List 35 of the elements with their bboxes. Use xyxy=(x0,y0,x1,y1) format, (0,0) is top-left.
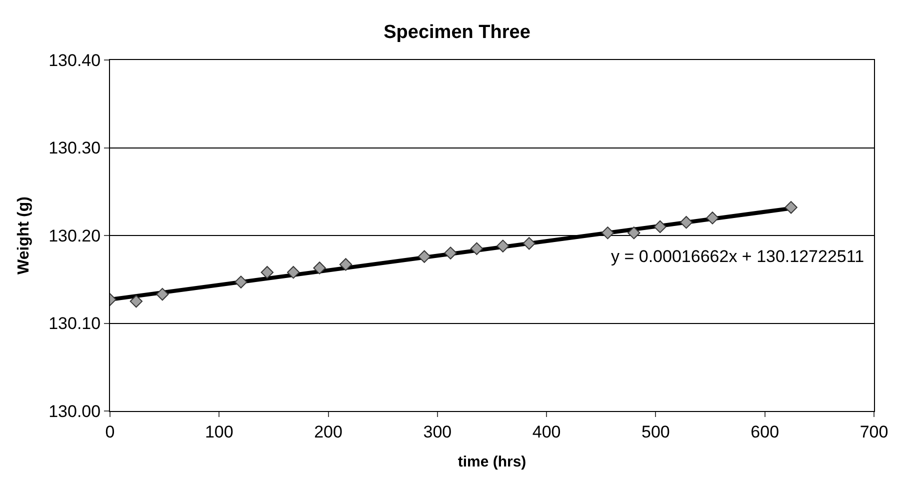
x-tick-label: 0 xyxy=(105,422,115,442)
x-tick-label: 100 xyxy=(204,422,234,442)
annotation: y = 0.00016662x + 130.12722511 xyxy=(611,247,864,266)
x-tick-label: 700 xyxy=(860,422,888,442)
point xyxy=(156,288,169,301)
point xyxy=(339,258,352,271)
chart-title: Specimen Three xyxy=(384,22,530,43)
x-tick-label: 600 xyxy=(750,422,780,442)
point xyxy=(470,242,484,256)
y-axis-title: Weight (g) xyxy=(16,196,32,274)
y-tick-label: 130.00 xyxy=(48,402,101,421)
point xyxy=(496,240,510,252)
point xyxy=(313,262,326,274)
point xyxy=(260,266,274,279)
point xyxy=(784,201,798,214)
point xyxy=(130,294,143,308)
y-tick-label: 130.30 xyxy=(48,138,101,158)
x-tick-label: 400 xyxy=(532,422,561,442)
y-tick-label: 130.40 xyxy=(48,50,101,70)
point xyxy=(522,237,536,250)
point xyxy=(680,216,693,229)
point xyxy=(418,250,431,263)
point xyxy=(654,220,666,234)
x-tick-label: 300 xyxy=(423,422,452,442)
point xyxy=(234,276,248,288)
point xyxy=(628,226,640,240)
point xyxy=(706,212,719,224)
x-tick-label: 200 xyxy=(314,422,342,442)
y-tick-label: 130.10 xyxy=(48,314,101,334)
y-tick-label: 130.20 xyxy=(48,226,101,246)
x-axis-title: time (hrs) xyxy=(458,453,526,470)
point xyxy=(601,226,614,240)
point xyxy=(287,266,300,279)
point xyxy=(444,246,457,260)
x-tick-label: 500 xyxy=(642,422,670,442)
